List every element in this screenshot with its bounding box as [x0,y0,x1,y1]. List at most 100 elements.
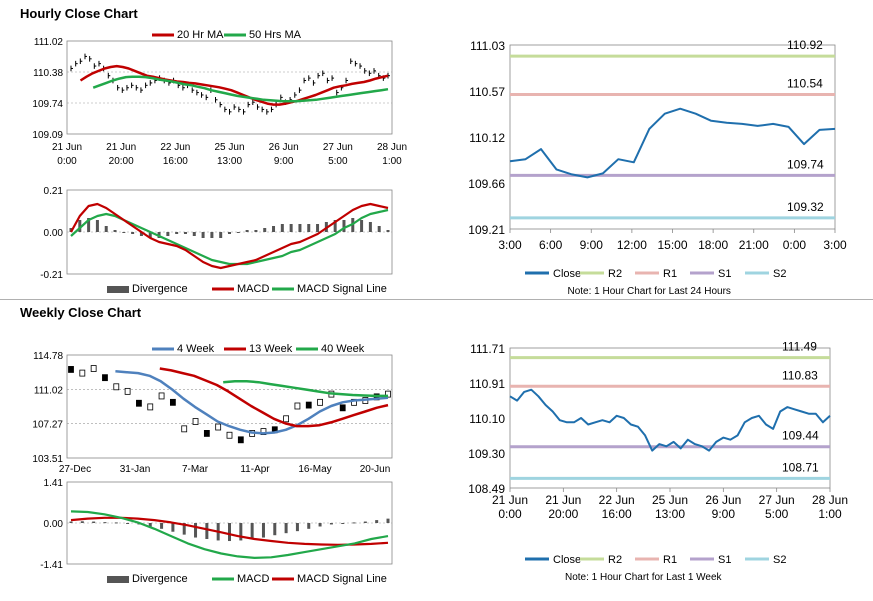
weekly-price-candle [113,383,120,391]
hourly-macd-divergence-bar [95,220,99,232]
weekly-levels-ytick: 108.49 [468,482,505,496]
weekly-levels-xtick: 25 Jun [652,493,688,507]
weekly-macd-divergence-bar [103,522,107,524]
weekly-macd-legend-divergence-label: Divergence [132,573,188,585]
hourly-price-ytick: 111.02 [34,37,64,48]
weekly-macd-divergence-bar [239,523,243,541]
hourly-levels-ytick: 110.12 [469,131,505,145]
weekly-levels-legend-label-4: S2 [773,554,786,566]
weekly-levels-xtick: 1:00 [818,507,842,521]
weekly-price-candle [136,399,142,407]
hourly-price-xtick: 1:00 [382,156,402,167]
hourly-price-xtick: 26 Jun [269,142,299,153]
hourly-levels-level-label-r2: 110.92 [787,38,823,52]
weekly-macd-legend-divergence-swatch [107,576,129,583]
hourly-macd-ytick: -0.21 [40,270,63,281]
weekly-levels-xtick: 21 Jun [492,493,528,507]
hourly-section-title: Hourly Close Chart [20,6,138,21]
weekly-macd-divergence-bar [194,523,198,538]
hourly-price-xtick: 9:00 [274,156,294,167]
hourly-levels-xtick: 3:00 [823,238,847,252]
hourly-price-xtick: 0:00 [57,156,77,167]
hourly-levels-ytick: 109.21 [468,223,505,237]
hourly-macd-divergence-bar [192,232,196,236]
hourly-macd-divergence-bar [245,230,249,232]
weekly-macd-divergence-bar [318,523,322,527]
hourly-macd-divergence-bar [228,232,231,234]
weekly-macd-ytick: 0.00 [44,519,64,530]
hourly-macd-divergence-bar [263,228,267,232]
weekly-price-candle [294,402,301,410]
weekly-price-candle [90,365,97,372]
hourly-levels-xtick: 9:00 [580,238,604,252]
weekly-price-candle [124,387,131,395]
weekly-macd-divergence-bar [69,521,73,523]
hourly-price-ytick: 110.38 [33,68,63,79]
weekly-price-candle [79,369,86,377]
weekly-price-candle [192,418,199,425]
weekly-price-xtick: 31-Jan [120,464,151,475]
weekly-price-ytick: 111.02 [34,385,64,396]
hourly-levels-legend-label-4: S2 [773,268,786,280]
hourly-levels-ytick: 109.66 [468,177,505,191]
weekly-price-frame [66,354,393,459]
weekly-macd-ytick: -1.41 [40,560,63,571]
hourly-macd-ytick: 0.00 [44,228,64,239]
hourly-macd-divergence-bar [307,224,311,232]
hourly-macd-divergence-bar [333,220,337,232]
hourly-price-legend-0-label: 20 Hr MA [177,29,224,41]
weekly-macd-macd-line [70,510,389,560]
hourly-levels-level-label-r1: 110.54 [787,77,823,91]
hourly-macd-divergence-bar [131,232,135,234]
weekly-price-candle [339,404,346,412]
hourly-macd-divergence-bar [386,230,390,232]
weekly-macd-legend-macd-label: MACD [237,573,269,585]
weekly-price-candle [215,423,222,431]
weekly-price-xtick: 20-Jun [360,464,391,475]
weekly-levels-level-label-s2: 108.71 [782,460,819,474]
hourly-macd-divergence-bar [368,222,372,232]
hourly-macd-divergence-bar [298,224,302,232]
weekly-levels-xtick: 13:00 [655,507,685,521]
hourly-macd-divergence-bar [183,232,187,234]
hourly-macd-divergence-bar [113,230,117,232]
weekly-price-legend-0-label: 4 Week [177,343,215,355]
weekly-price-xtick: 11-Apr [240,464,270,475]
hourly-macd-divergence-bar [201,232,205,238]
hourly-price-xtick: 21 Jun [106,142,136,153]
hourly-macd-ytick: 0.21 [44,186,64,197]
weekly-macd-divergence-bar [363,521,367,523]
hourly-macd-divergence-bar [139,232,143,236]
weekly-price-xtick: 16-May [298,464,331,475]
hourly-levels-xtick: 18:00 [698,238,728,252]
hourly-levels-xtick: 15:00 [657,238,687,252]
weekly-macd-divergence-bar [126,523,130,524]
hourly-macd-divergence-bar [87,218,91,232]
weekly-levels-legend-label-1: R2 [608,554,622,566]
hourly-levels-xtick: 12:00 [617,238,647,252]
weekly-levels-ytick: 110.91 [469,377,505,391]
hourly-levels-level-label-s1: 109.74 [787,157,824,171]
weekly-levels-xtick: 26 Jun [705,493,741,507]
weekly-macd-ytick: 1.41 [44,478,64,489]
weekly-levels-ytick: 109.30 [468,447,505,461]
weekly-price-candle [68,366,74,373]
hourly-levels-xtick: 0:00 [783,238,807,252]
hourly-levels-note: Note: 1 Hour Chart for Last 24 Hours [568,286,731,297]
weekly-levels-level-label-r2: 111.49 [782,340,817,354]
weekly-levels-legend-label-0: Close [553,554,581,566]
hourly-levels-ytick: 111.03 [470,39,505,53]
hourly-macd-divergence-bar [289,224,293,232]
hourly-macd-divergence-bar [166,232,170,236]
hourly-price-ytick: 109.09 [32,130,63,141]
weekly-macd-divergence-bar [307,523,311,529]
hourly-macd-divergence-bar [360,220,364,232]
hourly-macd-divergence-bar [78,220,82,232]
hourly-macd-legend-signal-label: MACD Signal Line [297,283,387,295]
hourly-macd-legend-divergence-swatch [107,286,129,293]
weekly-price-candle [317,398,323,406]
weekly-macd-divergence-bar [284,523,288,534]
weekly-price-candle [158,392,165,400]
weekly-price-legend-1-label: 13 Week [249,343,293,355]
